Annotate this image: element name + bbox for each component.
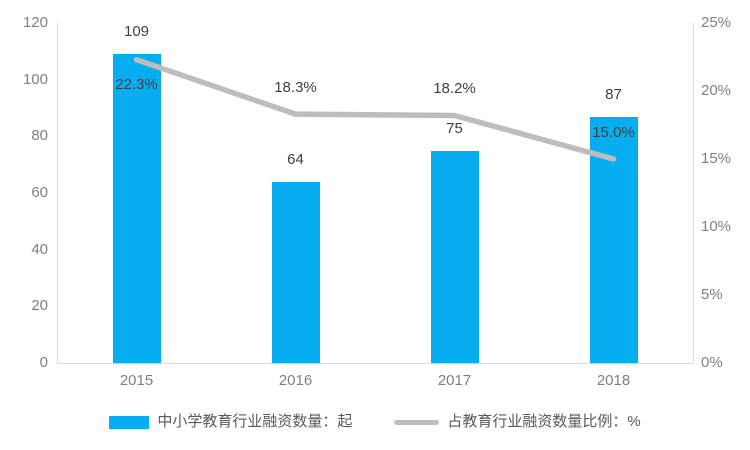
right-axis-tick: 15% (701, 150, 732, 167)
x-axis-label-2017: 2017 (437, 372, 472, 389)
left-axis-tick: 0 (39, 354, 48, 371)
percentage-line (133, 56, 617, 162)
bar-2017[interactable] (430, 150, 479, 363)
x-axis-label-2016: 2016 (278, 372, 313, 389)
left-axis-tick: 60 (31, 184, 48, 201)
left-axis-tick: 80 (31, 127, 48, 145)
bar-value-label: 64 (287, 150, 304, 168)
percentage-label: 18.2% (433, 80, 476, 98)
right-axis-tick: 5% (701, 286, 723, 303)
right-axis-tick: 10% (701, 218, 732, 235)
bar-2016[interactable] (271, 181, 320, 363)
left-axis-line (57, 23, 58, 363)
bar-value-label: 75 (446, 119, 463, 137)
left-axis-tick: 40 (31, 240, 48, 258)
x-axis-label-2018: 2018 (596, 372, 631, 389)
left-axis-tick: 120 (22, 14, 48, 31)
right-axis-tick: 20% (701, 82, 732, 99)
percentage-label: 22.3% (115, 75, 158, 93)
x-axis-label-2015: 2015 (119, 372, 154, 389)
line-series-legend-label: 占教育行业融资数量比例：% (447, 413, 641, 430)
bar-value-label: 109 (123, 23, 150, 41)
legend: 中小学教育行业融资数量：起 占教育行业融资数量比例：% (0, 407, 750, 437)
bar-series-swatch (109, 415, 150, 429)
bar-series-legend-label: 中小学教育行业融资数量：起 (157, 413, 353, 430)
bar-value-label: 87 (605, 85, 622, 103)
legend-item-line-series[interactable]: 占教育行业融资数量比例：% (394, 412, 641, 432)
percentage-label: 15.0% (592, 124, 635, 141)
right-axis-tick: 0% (701, 354, 723, 371)
bar-2015[interactable] (112, 54, 161, 363)
right-axis-line (693, 23, 694, 363)
bar-2018[interactable] (589, 116, 638, 363)
right-axis-tick: 25% (701, 14, 732, 31)
legend-item-bar-series[interactable]: 中小学教育行业融资数量：起 (109, 412, 352, 432)
percentage-label: 18.3% (274, 79, 317, 97)
left-axis-tick: 100 (22, 70, 48, 88)
left-axis-tick: 20 (31, 297, 48, 315)
x-axis-line (57, 363, 693, 364)
line-series-swatch (394, 419, 440, 425)
